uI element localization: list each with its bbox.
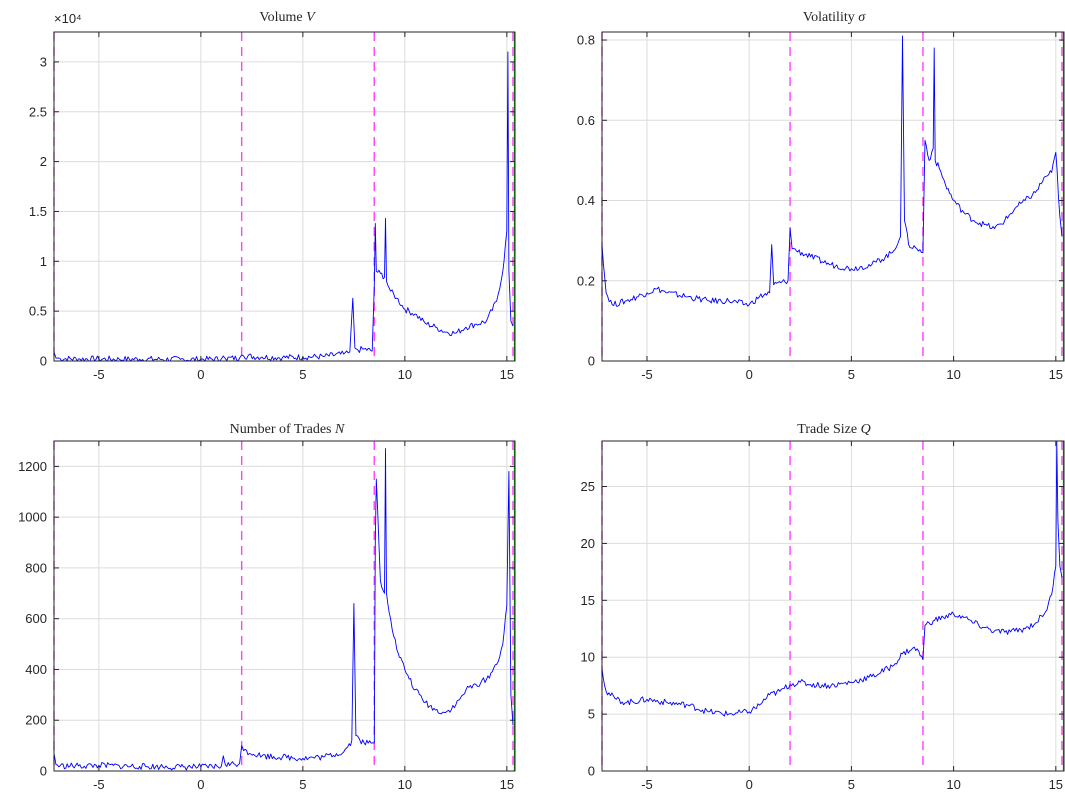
trade-size-y-ticks: 0 5 10 15 20 25 bbox=[581, 479, 1064, 779]
trades-session-markers bbox=[53, 441, 516, 771]
trades-y-tick-label: 200 bbox=[25, 713, 47, 728]
volatility-x-tick-label: -5 bbox=[641, 367, 653, 382]
trades-y-tick-label: 1200 bbox=[18, 459, 47, 474]
volume-x-tick-label: 5 bbox=[299, 367, 306, 382]
volume-x-tick-label: 10 bbox=[398, 367, 412, 382]
volatility-x-tick-label: 5 bbox=[848, 367, 855, 382]
volume-y-ticks: 0 0.5 1 1.5 2 2.5 3 bbox=[29, 54, 515, 369]
volume-y-tick-label: 2.5 bbox=[29, 104, 47, 119]
volume-y-tick-label: 1.5 bbox=[29, 204, 47, 219]
trade-size-y-tick-label: 20 bbox=[581, 536, 595, 551]
volatility-gridlines bbox=[602, 32, 1064, 362]
volatility-y-tick-label: 0.6 bbox=[577, 113, 595, 128]
volatility-y-tick-label: 0 bbox=[588, 354, 595, 369]
trade-size-session-markers bbox=[601, 441, 1065, 771]
trade-size-panel-title: Trade Size Q bbox=[797, 422, 870, 437]
trades-gridlines bbox=[54, 441, 515, 772]
trades-y-tick-label: 600 bbox=[25, 611, 47, 626]
volatility-series-line bbox=[601, 35, 1063, 307]
trade-size-x-tick-label: 15 bbox=[1049, 777, 1063, 792]
volatility-x-ticks: -5 0 5 10 15 bbox=[641, 32, 1063, 382]
volatility-axes-frame bbox=[601, 31, 1065, 362]
volatility-panel: Volatility σ -5 0 5 10 15 0 0.2 0.4 0.6 0.8 bbox=[577, 10, 1065, 382]
trades-y-tick-label: 0 bbox=[40, 764, 47, 779]
trade-size-x-ticks: -5 0 5 10 15 bbox=[641, 441, 1063, 792]
volume-panel: Volume V ×10⁴ -5 0 5 10 15 0 0.5 1 1.5 2 2.5 3 bbox=[29, 10, 516, 382]
trades-series bbox=[53, 448, 514, 771]
trade-size-x-tick-label: 0 bbox=[746, 777, 753, 792]
trades-y-tick-label: 1000 bbox=[18, 510, 47, 525]
trade-size-y-tick-label: 0 bbox=[588, 764, 595, 779]
volume-series-line bbox=[53, 51, 514, 362]
trades-x-ticks: -5 0 5 10 15 bbox=[93, 441, 514, 792]
trade-size-x-tick-label: 5 bbox=[848, 777, 855, 792]
trade-size-axes-frame bbox=[601, 440, 1065, 772]
volatility-y-ticks: 0 0.2 0.4 0.6 0.8 bbox=[577, 33, 1064, 369]
trades-x-tick-label: 10 bbox=[398, 777, 412, 792]
volume-y-tick-label: 1 bbox=[40, 254, 47, 269]
volume-series bbox=[53, 51, 514, 362]
trades-y-ticks: 0 200 400 600 800 1000 1200 bbox=[18, 459, 515, 779]
trade-size-y-tick-label: 15 bbox=[581, 593, 595, 608]
trades-x-tick-label: -5 bbox=[93, 777, 105, 792]
trade-size-x-tick-label: -5 bbox=[641, 777, 653, 792]
trades-panel: Number of Trades N -5 0 5 10 15 0 200 400 600 80… bbox=[18, 422, 516, 792]
volatility-x-tick-label: 10 bbox=[946, 367, 960, 382]
trades-y-tick-label: 400 bbox=[25, 662, 47, 677]
trades-panel-title: Number of Trades N bbox=[230, 422, 345, 437]
volatility-y-tick-label: 0.2 bbox=[577, 273, 595, 288]
volatility-x-tick-label: 0 bbox=[746, 367, 753, 382]
volume-x-tick-label: 15 bbox=[500, 367, 514, 382]
volume-axes-frame bbox=[53, 31, 516, 362]
volume-y-tick-label: 0.5 bbox=[29, 304, 47, 319]
trade-size-x-tick-label: 10 bbox=[946, 777, 960, 792]
volume-panel-title: Volume V bbox=[259, 10, 316, 25]
trade-size-gridlines bbox=[602, 441, 1064, 772]
volume-y-multiplier: ×10⁴ bbox=[54, 11, 82, 26]
trade-size-panel: Trade Size Q -5 0 5 10 15 0 5 10 15 20 25 bbox=[581, 422, 1065, 792]
trade-size-y-tick-label: 25 bbox=[581, 479, 595, 494]
volatility-y-tick-label: 0.8 bbox=[577, 33, 595, 48]
volatility-series bbox=[601, 35, 1063, 307]
volatility-y-tick-label: 0.4 bbox=[577, 193, 595, 208]
trade-size-y-tick-label: 5 bbox=[588, 707, 595, 722]
volatility-x-tick-label: 15 bbox=[1049, 367, 1063, 382]
trades-y-tick-label: 800 bbox=[25, 560, 47, 575]
trades-series-line bbox=[53, 448, 514, 771]
volatility-session-markers bbox=[601, 32, 1065, 361]
volume-gridlines bbox=[54, 32, 515, 362]
trade-size-series-line bbox=[601, 440, 1063, 717]
volatility-panel-title: Volatility σ bbox=[803, 10, 866, 25]
trade-size-series bbox=[601, 440, 1063, 717]
volume-y-tick-label: 2 bbox=[40, 154, 47, 169]
trades-x-tick-label: 15 bbox=[500, 777, 514, 792]
trades-x-tick-label: 5 bbox=[299, 777, 306, 792]
trades-axes-frame bbox=[53, 440, 516, 772]
volume-y-tick-label: 0 bbox=[40, 354, 47, 369]
trades-x-tick-label: 0 bbox=[197, 777, 204, 792]
volume-x-tick-label: -5 bbox=[93, 367, 105, 382]
volume-x-ticks: -5 0 5 10 15 bbox=[93, 32, 514, 382]
trade-size-y-tick-label: 10 bbox=[581, 650, 595, 665]
volume-y-tick-label: 3 bbox=[40, 54, 47, 69]
volume-x-tick-label: 0 bbox=[197, 367, 204, 382]
